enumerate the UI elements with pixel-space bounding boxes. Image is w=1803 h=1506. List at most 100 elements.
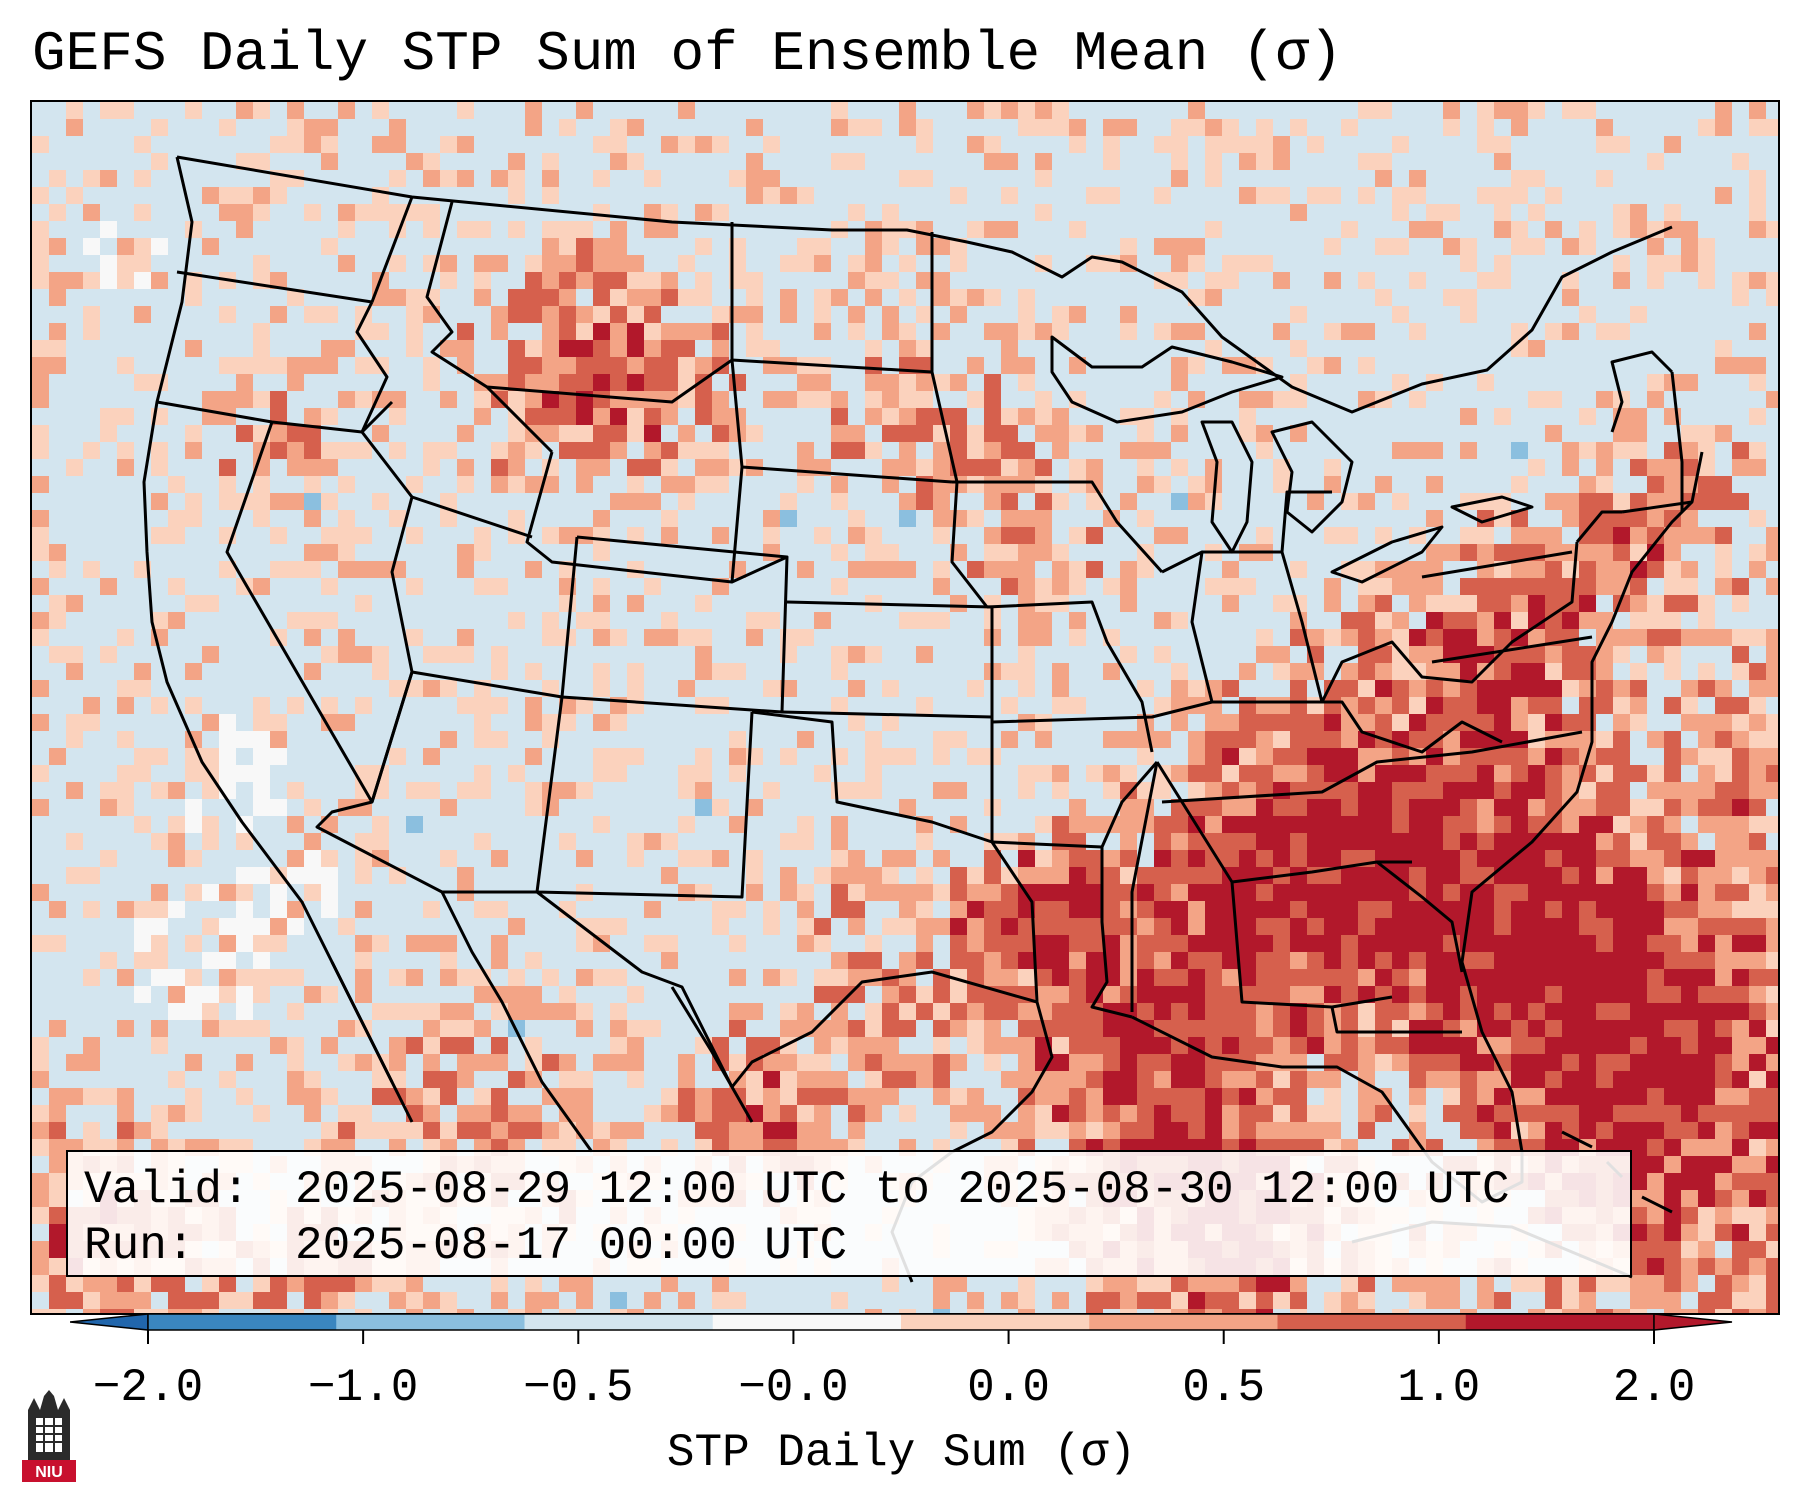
grid-cell (1766, 272, 1778, 289)
grid-cell (1528, 1309, 1545, 1313)
grid-cell (1205, 799, 1222, 816)
grid-cell (66, 867, 83, 884)
grid-cell (1698, 595, 1715, 612)
grid-cell (627, 527, 644, 544)
us-canada-border (176, 155, 1673, 414)
grid-cell (1069, 884, 1086, 901)
grid-cell (1239, 935, 1256, 952)
grid-cell (1732, 1122, 1749, 1139)
grid-cell (1511, 170, 1528, 187)
grid-cell (610, 374, 627, 391)
grid-cell (1460, 765, 1477, 782)
grid-cell (1613, 1020, 1630, 1037)
grid-cell (1494, 612, 1511, 629)
grid-cell (899, 799, 916, 816)
grid-cell (1103, 136, 1120, 153)
grid-cell (729, 935, 746, 952)
grid-cell (1256, 527, 1273, 544)
grid-cell (882, 408, 899, 425)
grid-cell (1137, 918, 1154, 935)
grid-cell (1290, 663, 1307, 680)
colorbar-segment (1465, 1314, 1655, 1330)
grid-cell (1630, 816, 1647, 833)
grid-cell (1494, 952, 1511, 969)
grid-cell (491, 170, 508, 187)
grid-cell (916, 408, 933, 425)
grid-cell (1035, 391, 1052, 408)
grid-cell (1290, 935, 1307, 952)
grid-cell (814, 323, 831, 340)
grid-cell (49, 1020, 66, 1037)
grid-cell (1256, 1309, 1273, 1313)
grid-cell (712, 901, 729, 918)
grid-cell (1579, 102, 1596, 119)
grid-cell (457, 969, 474, 986)
grid-cell (1154, 391, 1171, 408)
grid-cell (729, 1292, 746, 1309)
grid-cell (1290, 340, 1307, 357)
grid-cell (1256, 731, 1273, 748)
grid-cell (1698, 272, 1715, 289)
grid-cell (32, 221, 49, 238)
grid-cell (1715, 578, 1732, 595)
grid-cell (49, 748, 66, 765)
grid-cell (593, 442, 610, 459)
grid-cell (440, 969, 457, 986)
grid-cell (1086, 816, 1103, 833)
grid-cell (1256, 391, 1273, 408)
grid-cell (1375, 901, 1392, 918)
grid-cell (219, 935, 236, 952)
grid-cell (1647, 221, 1664, 238)
grid-cell (1613, 1003, 1630, 1020)
grid-cell (763, 527, 780, 544)
grid-cell (1052, 969, 1069, 986)
grid-cell (1103, 867, 1120, 884)
grid-cell (1477, 578, 1494, 595)
grid-cell (1579, 612, 1596, 629)
grid-cell (236, 833, 253, 850)
grid-cell (1766, 1173, 1778, 1190)
grid-cell (1358, 323, 1375, 340)
grid-cell (1681, 969, 1698, 986)
grid-cell (1273, 1122, 1290, 1139)
grid-cell (1460, 1088, 1477, 1105)
grid-cell (1358, 697, 1375, 714)
grid-cell (1460, 782, 1477, 799)
colorbar-segment (901, 1314, 1090, 1330)
grid-cell (1256, 1105, 1273, 1122)
grid-cell (1443, 816, 1460, 833)
grid-cell (1545, 1037, 1562, 1054)
grid-cell (1749, 1054, 1766, 1071)
grid-cell (1409, 1088, 1426, 1105)
grid-cell (712, 442, 729, 459)
grid-cell (1426, 714, 1443, 731)
grid-cell (1358, 493, 1375, 510)
grid-cell (1732, 1037, 1749, 1054)
grid-cell (848, 1105, 865, 1122)
grid-cell (1494, 765, 1511, 782)
grid-cell (1137, 867, 1154, 884)
grid-cell (933, 272, 950, 289)
grid-cell (1460, 884, 1477, 901)
grid-cell (1647, 1003, 1664, 1020)
grid-cell (32, 1190, 49, 1207)
grid-cell (1069, 136, 1086, 153)
grid-cell (1647, 782, 1664, 799)
grid-cell (1732, 1173, 1749, 1190)
grid-cell (1409, 782, 1426, 799)
grid-cell (1460, 544, 1477, 561)
grid-cell (1273, 1003, 1290, 1020)
grid-cell (559, 357, 576, 374)
grid-cell (627, 595, 644, 612)
grid-cell (1290, 850, 1307, 867)
grid-cell (1341, 1003, 1358, 1020)
grid-cell (882, 1020, 899, 1037)
grid-cell (678, 850, 695, 867)
grid-cell (1324, 629, 1341, 646)
grid-cell (1698, 782, 1715, 799)
grid-cell (1222, 1292, 1239, 1309)
grid-cell (1205, 1292, 1222, 1309)
grid-cell (270, 748, 287, 765)
grid-cell (644, 935, 661, 952)
grid-cell (933, 510, 950, 527)
